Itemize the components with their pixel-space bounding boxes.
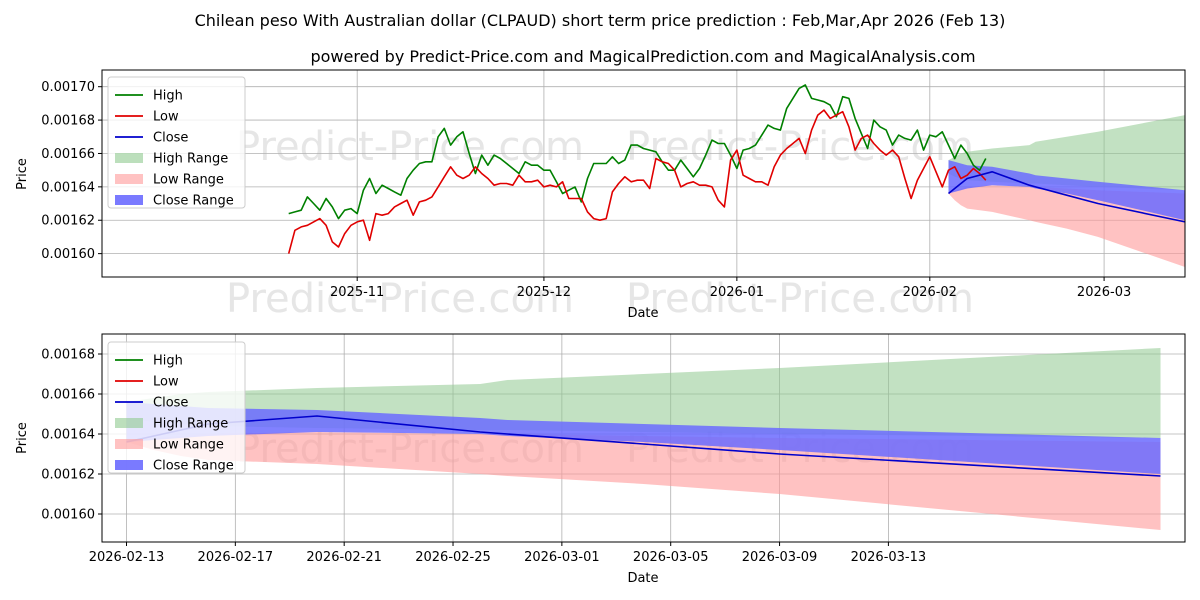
y-tick-label: 0.00168	[41, 114, 95, 129]
legend-swatch-patch	[115, 418, 143, 428]
bottom-chart-panel: Predict-Price.com Predict-Price.com 0.00…	[15, 333, 1186, 586]
watermark-top-4: Predict-Price.com	[626, 276, 974, 322]
y-tick-label: 0.00166	[41, 147, 95, 162]
y-tick-label: 0.00162	[41, 214, 95, 229]
watermark-top-3: Predict-Price.com	[226, 276, 574, 322]
y-tick-label: 0.00160	[41, 508, 95, 523]
legend-swatch-patch	[115, 195, 143, 205]
x-tick-label: 2026-03-01	[524, 550, 600, 565]
legend-swatch-patch	[115, 153, 143, 163]
legend-swatch-patch	[115, 460, 143, 470]
x-tick-label: 2026-02-21	[306, 550, 382, 565]
legend-label: Close Range	[153, 459, 234, 474]
x-tick-label: 2026-01	[710, 285, 764, 300]
legend-label: Low Range	[153, 438, 224, 453]
legend-label: High Range	[153, 417, 228, 432]
low-series-line	[287, 109, 987, 254]
close-range-band	[126, 402, 1161, 474]
y-tick-label: 0.00162	[41, 468, 95, 483]
y-tick-label: 0.00164	[41, 428, 95, 443]
legend-swatch-patch	[115, 439, 143, 449]
watermark-top-1: Predict-Price.com	[236, 124, 584, 170]
y-tick-label: 0.00166	[41, 388, 95, 403]
legend-label: Low	[153, 375, 179, 390]
top-chart-panel: Predict-Price.com Predict-Price.com Pred…	[15, 69, 1186, 322]
bottom-x-axis-label: Date	[627, 571, 658, 586]
bottom-y-axis-label: Price	[15, 422, 30, 454]
bottom-plot-frame	[101, 333, 1186, 543]
y-tick-label: 0.00164	[41, 180, 95, 195]
x-tick-label: 2025-12	[517, 285, 571, 300]
close-forecast-line	[947, 171, 1186, 223]
chart-title: Chilean peso With Australian dollar (CLP…	[195, 11, 1006, 30]
x-tick-label: 2026-03	[1077, 285, 1131, 300]
x-tick-label: 2025-11	[330, 285, 384, 300]
x-tick-label: 2026-02-13	[89, 550, 165, 565]
top-x-axis-label: Date	[627, 306, 658, 321]
legend-label: Close Range	[153, 194, 234, 209]
y-tick-label: 0.00160	[41, 247, 95, 262]
top-y-axis-label: Price	[15, 158, 30, 190]
y-tick-label: 0.00170	[41, 80, 95, 95]
top-plot-frame	[101, 69, 1186, 278]
x-tick-label: 2026-02-25	[415, 550, 491, 565]
legend-swatch-patch	[115, 174, 143, 184]
y-tick-label: 0.00168	[41, 348, 95, 363]
x-tick-label: 2026-03-13	[851, 550, 927, 565]
legend-label: High Range	[153, 152, 228, 167]
x-tick-label: 2026-03-05	[633, 550, 709, 565]
x-tick-label: 2026-03-09	[742, 550, 818, 565]
legend-label: Close	[153, 396, 188, 411]
x-tick-label: 2026-02-17	[198, 550, 274, 565]
legend-label: Low	[153, 110, 179, 125]
legend-label: High	[153, 354, 183, 369]
legend-label: High	[153, 89, 183, 104]
legend-label: Low Range	[153, 173, 224, 188]
x-tick-label: 2026-02	[903, 285, 957, 300]
chart-subtitle: powered by Predict-Price.com and Magical…	[310, 47, 975, 66]
close-range-band	[948, 160, 1185, 221]
legend-label: Close	[153, 131, 188, 146]
